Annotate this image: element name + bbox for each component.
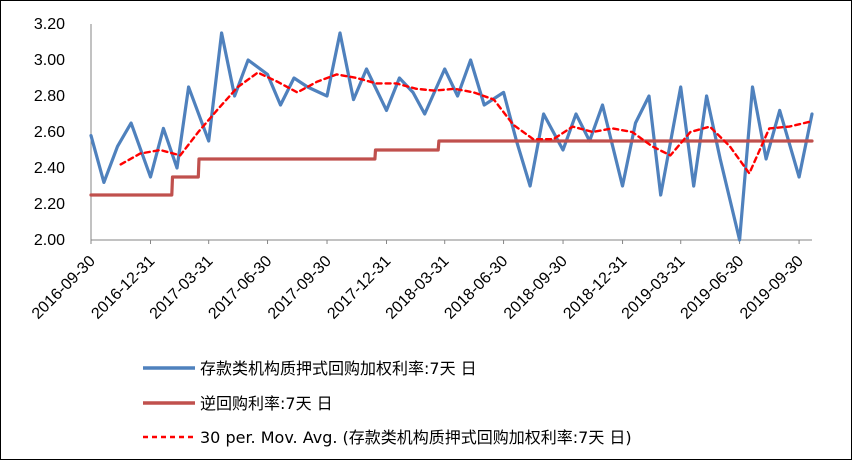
series-line-3 — [119, 71, 814, 175]
legend-label-2: 逆回购利率:7天 日 — [200, 394, 333, 413]
x-tick-label: 2017-09-30 — [265, 253, 335, 323]
series-line-1 — [89, 31, 814, 242]
y-tick-label: 2.80 — [34, 88, 65, 105]
y-axis: 2.00 2.20 2.40 2.60 2.80 3.00 3.20 — [34, 16, 92, 249]
x-tick-label: 2017-06-30 — [205, 253, 275, 323]
x-axis: 2016-09-302016-12-312017-03-312017-06-30… — [29, 239, 812, 323]
y-tick-label: 3.00 — [34, 52, 65, 69]
series-line-2 — [89, 139, 814, 197]
legend-label-3: 30 per. Mov. Avg. (存款类机构质押式回购加权利率:7天 日) — [200, 428, 632, 447]
series-layer — [89, 31, 814, 242]
x-tick-label: 2018-06-30 — [441, 253, 511, 323]
y-tick-label: 3.20 — [34, 16, 65, 33]
y-tick-label: 2.00 — [34, 232, 65, 249]
x-tick-label: 2019-06-30 — [678, 253, 748, 323]
y-tick-label: 2.20 — [34, 196, 65, 213]
x-tick-label: 2016-09-30 — [29, 253, 99, 323]
legend-label-1: 存款类机构质押式回购加权利率:7天 日 — [200, 359, 477, 378]
y-tick-label: 2.40 — [34, 160, 65, 177]
x-tick-label: 2018-09-30 — [501, 253, 571, 323]
y-tick-label: 2.60 — [34, 124, 65, 141]
x-tick-label: 2019-09-30 — [737, 253, 807, 323]
